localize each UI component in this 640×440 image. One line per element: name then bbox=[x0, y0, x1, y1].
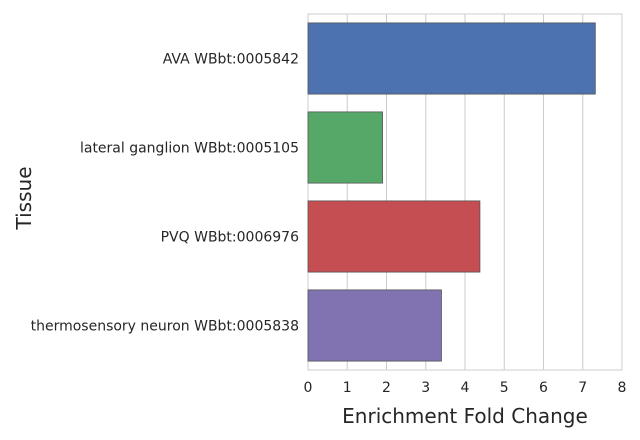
category-labels: AVA WBbt:0005842 lateral ganglion WBbt:00… bbox=[31, 52, 299, 335]
x-tick-labels: 0 1 2 3 4 5 6 7 8 bbox=[304, 380, 627, 396]
plot-frame bbox=[307, 13, 623, 371]
bars bbox=[307, 22, 596, 362]
x-tick-label: 1 bbox=[343, 380, 352, 396]
bar bbox=[307, 22, 596, 95]
x-tick-label: 3 bbox=[421, 380, 430, 396]
category-label: AVA WBbt:0005842 bbox=[163, 52, 299, 68]
x-axis-title: Enrichment Fold Change bbox=[342, 404, 588, 428]
bar bbox=[307, 111, 383, 184]
x-tick-label: 2 bbox=[382, 380, 391, 396]
category-label: PVQ WBbt:0006976 bbox=[161, 230, 299, 246]
bar bbox=[307, 289, 442, 362]
category-label: thermosensory neuron WBbt:0005838 bbox=[31, 319, 299, 335]
x-tick-label: 6 bbox=[539, 380, 548, 396]
x-tick-label: 5 bbox=[500, 380, 509, 396]
y-axis-title: Tissue bbox=[12, 167, 36, 231]
x-tick-label: 8 bbox=[618, 380, 627, 396]
bar bbox=[307, 200, 481, 273]
category-label: lateral ganglion WBbt:0005105 bbox=[80, 141, 299, 157]
x-tick-label: 4 bbox=[461, 380, 470, 396]
x-tick-label: 7 bbox=[578, 380, 587, 396]
x-tick-label: 0 bbox=[304, 380, 313, 396]
